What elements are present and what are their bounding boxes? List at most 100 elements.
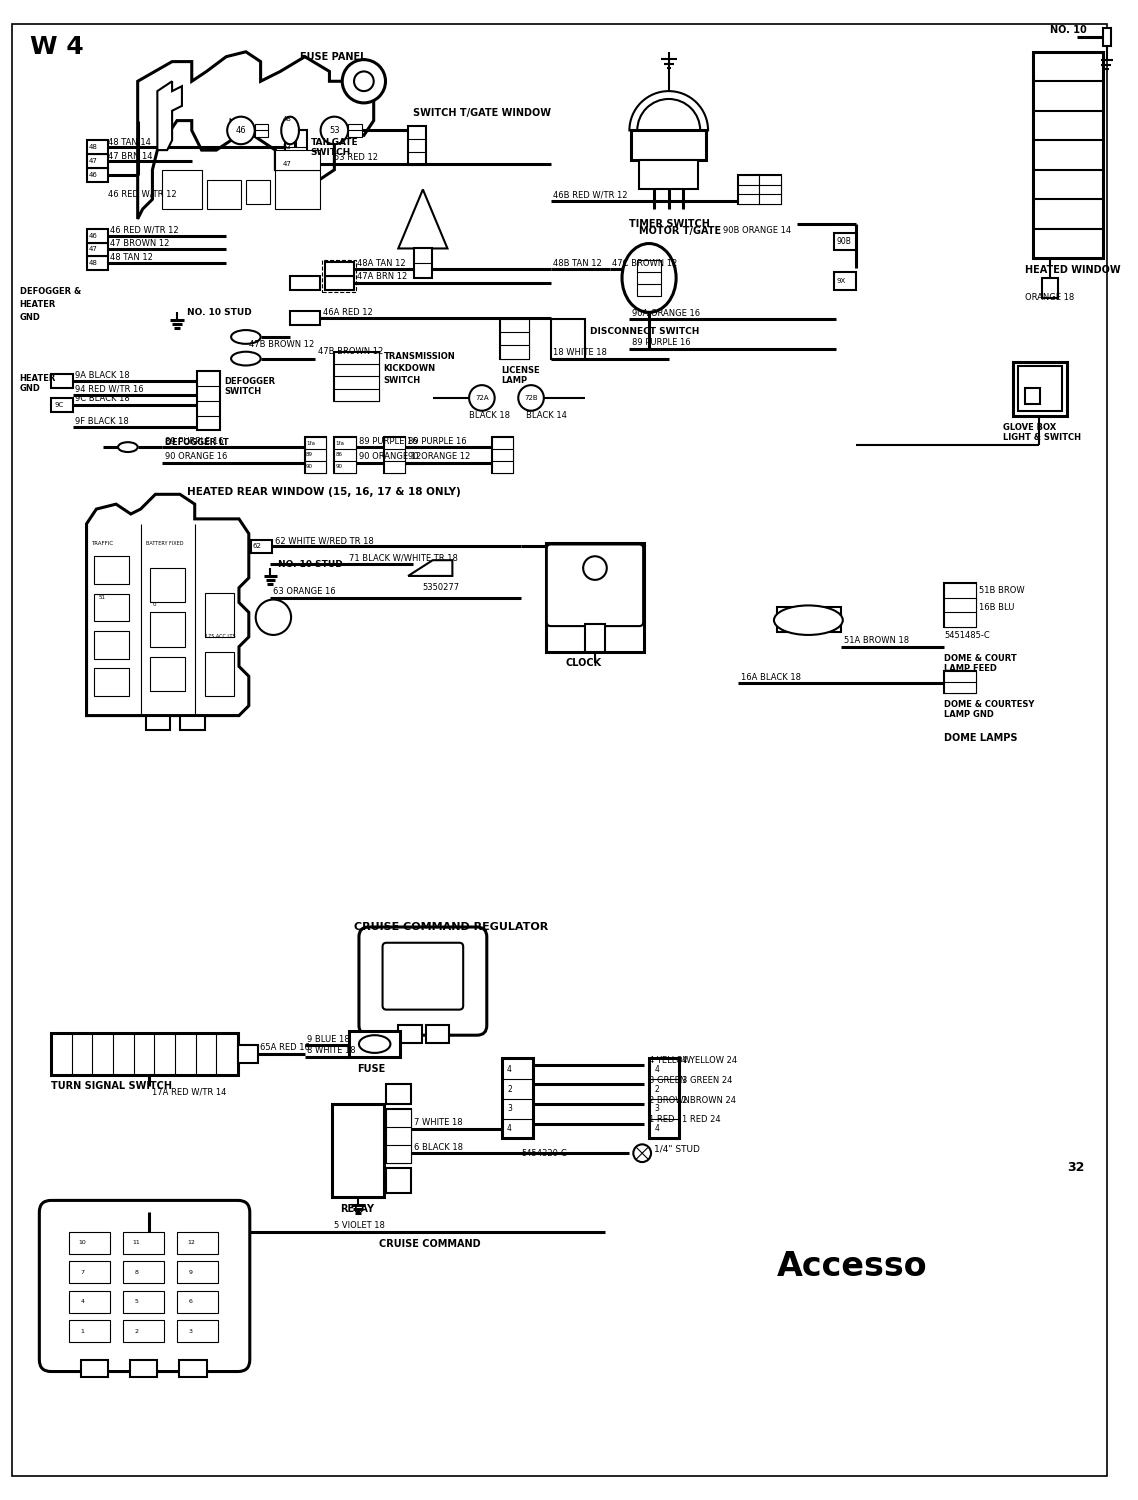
Text: LAMP: LAMP — [502, 375, 528, 384]
Text: 0: 0 — [152, 602, 156, 608]
Ellipse shape — [231, 330, 261, 344]
Bar — [68, 1320, 110, 1342]
Bar — [51, 375, 73, 388]
Bar — [180, 716, 205, 730]
Bar — [398, 1026, 422, 1042]
Text: 2: 2 — [134, 1329, 139, 1334]
Text: 2: 2 — [508, 1084, 512, 1094]
Bar — [179, 1359, 206, 1377]
Ellipse shape — [231, 351, 261, 366]
Text: 47: 47 — [282, 160, 291, 166]
Text: 46A RED 12: 46A RED 12 — [322, 308, 372, 316]
Text: NO. 10 STUD: NO. 10 STUD — [187, 308, 251, 316]
Text: 5454320-C: 5454320-C — [521, 1149, 567, 1158]
Bar — [384, 438, 405, 472]
Text: 4 YELLOW 24: 4 YELLOW 24 — [682, 1056, 736, 1065]
Text: 3: 3 — [654, 1104, 659, 1113]
Text: 46: 46 — [89, 232, 98, 238]
Bar — [238, 1046, 257, 1062]
Text: 48 TAN 12: 48 TAN 12 — [110, 254, 152, 262]
Text: 16A BLACK 18: 16A BLACK 18 — [741, 672, 800, 681]
Text: 4: 4 — [654, 1124, 659, 1132]
Text: 1 RED: 1 RED — [649, 1116, 675, 1125]
Text: 48A TAN 12: 48A TAN 12 — [357, 258, 405, 267]
Text: 9X: 9X — [836, 278, 847, 284]
PathPatch shape — [409, 560, 453, 576]
Circle shape — [228, 117, 255, 144]
Bar — [86, 243, 108, 256]
Bar — [551, 320, 585, 358]
Text: 89 PURPLE 16: 89 PURPLE 16 — [165, 436, 224, 445]
Text: 4: 4 — [506, 1065, 512, 1074]
Text: 1: 1 — [81, 1329, 84, 1334]
Circle shape — [469, 386, 495, 411]
Bar — [834, 272, 856, 290]
Text: 4: 4 — [654, 1065, 659, 1074]
Bar — [384, 438, 405, 472]
Bar — [275, 150, 320, 170]
Bar — [502, 1058, 533, 1138]
Text: 4: 4 — [81, 1299, 84, 1304]
Bar — [387, 1168, 411, 1192]
Text: 11: 11 — [133, 1240, 141, 1245]
Text: 5350277: 5350277 — [423, 584, 460, 592]
Text: CRUISE COMMAND REGULATOR: CRUISE COMMAND REGULATOR — [354, 922, 549, 932]
Bar — [585, 624, 604, 651]
Circle shape — [343, 60, 386, 104]
Text: 48: 48 — [282, 116, 291, 122]
Bar — [290, 312, 320, 326]
Bar — [1042, 278, 1058, 297]
Text: TIMER SWITCH: TIMER SWITCH — [629, 219, 710, 230]
Text: DEFOGGER: DEFOGGER — [224, 376, 275, 386]
Text: SWITCH T/GATE WINDOW: SWITCH T/GATE WINDOW — [413, 108, 551, 117]
Text: 90 ORANGE 12: 90 ORANGE 12 — [358, 453, 421, 462]
Text: 32: 32 — [1067, 1161, 1085, 1174]
Text: NO. 10 STUD: NO. 10 STUD — [279, 560, 343, 568]
Bar — [1024, 388, 1040, 404]
Text: DOME & COURTESY: DOME & COURTESY — [945, 700, 1034, 709]
Text: BATTERY FIXED: BATTERY FIXED — [146, 542, 183, 546]
Text: 65A RED 16: 65A RED 16 — [259, 1044, 310, 1053]
Text: 51: 51 — [98, 596, 106, 600]
Bar — [178, 1320, 218, 1342]
Text: GND: GND — [19, 384, 41, 393]
Text: 72B: 72B — [525, 394, 538, 400]
Text: 47C BROWN 12: 47C BROWN 12 — [612, 258, 677, 267]
Bar — [1032, 53, 1104, 258]
Text: 46 RED W/TR 12: 46 RED W/TR 12 — [110, 225, 179, 234]
Bar — [123, 1292, 164, 1312]
Circle shape — [583, 556, 607, 580]
Text: DOME LAMPS: DOME LAMPS — [945, 734, 1017, 742]
Text: 89 PURPLE 16: 89 PURPLE 16 — [633, 339, 691, 348]
Bar — [178, 1262, 218, 1282]
Text: 4 YELLOW: 4 YELLOW — [649, 1056, 691, 1065]
Bar — [86, 230, 108, 243]
Circle shape — [354, 72, 373, 92]
Text: LAMP FEED: LAMP FEED — [945, 664, 997, 674]
Text: SWITCH: SWITCH — [224, 387, 262, 396]
Text: 90: 90 — [306, 465, 313, 470]
Text: 53: 53 — [329, 126, 339, 135]
Bar — [387, 1108, 411, 1162]
Text: GND: GND — [19, 314, 41, 322]
Text: TAILGATE: TAILGATE — [311, 138, 358, 147]
Text: 1/4" STUD: 1/4" STUD — [654, 1144, 700, 1154]
Text: DEFOGGER &: DEFOGGER & — [19, 286, 81, 296]
Bar — [332, 1104, 384, 1197]
Wedge shape — [629, 92, 708, 130]
Bar — [255, 123, 269, 138]
Text: 90B ORANGE 14: 90B ORANGE 14 — [723, 226, 791, 236]
Text: 48: 48 — [89, 260, 98, 266]
Text: Accesso: Accesso — [777, 1250, 927, 1282]
Text: 47 BRN 14: 47 BRN 14 — [108, 152, 152, 160]
Bar — [349, 1032, 401, 1058]
Text: BLACK 14: BLACK 14 — [526, 411, 567, 420]
Text: 46: 46 — [89, 171, 98, 177]
Text: 48B TAN 12: 48B TAN 12 — [553, 258, 602, 267]
Bar — [945, 672, 975, 693]
Text: BLACK 18: BLACK 18 — [469, 411, 510, 420]
Bar — [1017, 366, 1062, 411]
Ellipse shape — [622, 243, 676, 312]
Bar — [275, 170, 320, 208]
Text: 9 BLUE 18: 9 BLUE 18 — [307, 1035, 349, 1044]
